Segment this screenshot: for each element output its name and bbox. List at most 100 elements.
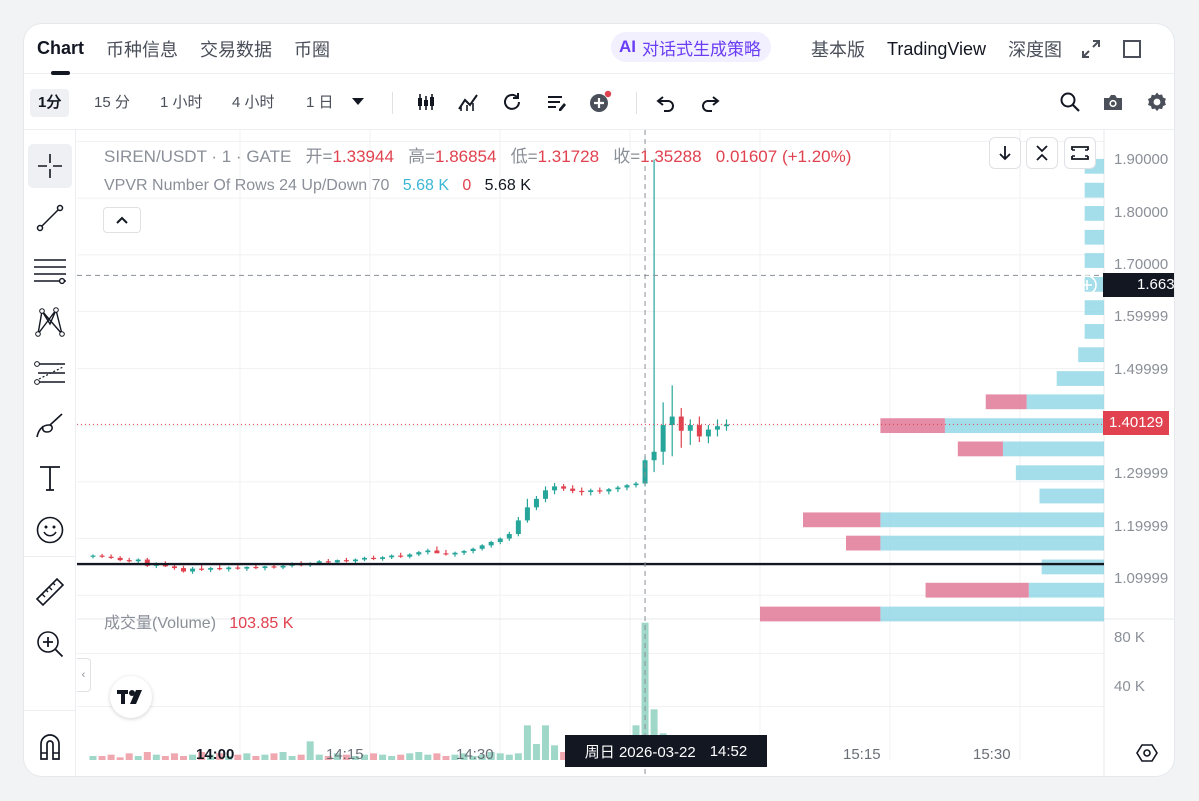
candle-body <box>452 552 458 555</box>
volume-bar <box>415 752 423 760</box>
time-tick: 15:15 <box>843 746 881 763</box>
candle-body <box>343 560 349 562</box>
ruler-tool[interactable] <box>28 570 72 614</box>
price-tick: 1.49999 <box>1114 361 1169 378</box>
volume-profile-up-bar <box>1015 465 1104 481</box>
window-icon[interactable] <box>1122 39 1142 59</box>
tab-coin-circle[interactable]: 币圈 <box>294 39 331 60</box>
pattern-tool[interactable] <box>28 300 72 344</box>
volume-bar <box>379 754 387 760</box>
brush-tool[interactable] <box>28 404 72 448</box>
add-price-alert-icon[interactable] <box>1076 274 1098 296</box>
indicators-icon[interactable] <box>454 88 482 116</box>
volume-bar <box>89 756 97 760</box>
chart-overlay <box>77 130 1104 776</box>
candle-body <box>678 416 684 431</box>
volume-bar <box>361 754 368 760</box>
candle-body <box>588 490 594 493</box>
candle-body <box>724 424 729 427</box>
candle-body <box>244 566 250 569</box>
interval-1h[interactable]: 1 小时 <box>160 94 203 111</box>
candle-body <box>434 550 440 554</box>
volume-bar <box>297 754 305 760</box>
text-tool[interactable] <box>28 456 72 500</box>
candles-icon[interactable] <box>412 88 440 116</box>
candle-body <box>552 486 558 491</box>
search-icon[interactable] <box>1056 88 1084 116</box>
zoom-in-icon[interactable] <box>28 622 72 666</box>
lock-drawing-icon[interactable] <box>28 762 72 776</box>
candle-body <box>407 554 413 557</box>
interval-1m[interactable]: 1分 <box>30 89 70 117</box>
volume-tick: 80 K <box>1114 629 1145 646</box>
tab-chart[interactable]: Chart <box>37 38 85 75</box>
candle-body <box>687 425 693 431</box>
crosshair-tool[interactable] <box>28 144 72 188</box>
volume-bar <box>107 754 115 760</box>
crosshair-date: 2026-03-22 <box>618 743 696 761</box>
interval-15m[interactable]: 15 分 <box>94 94 130 111</box>
candle-body <box>579 490 585 493</box>
open-label: 开= <box>305 147 333 166</box>
volume-value: 103.85 K <box>229 615 294 632</box>
crosshair-price-tag[interactable]: 1.66390 <box>1103 273 1174 297</box>
symbol-name[interactable]: SIREN/USDT · 1 · GATE <box>104 147 292 166</box>
chart-settings-icon[interactable] <box>1136 742 1158 764</box>
tradingview-logo[interactable] <box>110 676 152 718</box>
candle-body <box>488 541 494 546</box>
trend-line-tool[interactable] <box>28 196 72 240</box>
volume-profile-up-bar <box>944 418 1104 434</box>
candle-body <box>362 557 367 560</box>
collapse-toolbar-handle[interactable]: ‹ <box>77 658 91 692</box>
magnet-icon[interactable] <box>28 724 72 768</box>
symbol-legend: SIREN/USDT · 1 · GATE 开=1.33944 高=1.8685… <box>104 142 851 167</box>
volume-bar <box>560 752 568 760</box>
replay-icon[interactable] <box>498 88 526 116</box>
volume-bar <box>252 756 260 760</box>
candle-body <box>633 483 639 486</box>
price-tick: 1.70000 <box>1114 256 1169 273</box>
volume-tick: 40 K <box>1114 678 1145 695</box>
fullscreen-icon[interactable] <box>1080 38 1102 60</box>
template-icon[interactable] <box>542 88 570 116</box>
tab-depth-chart[interactable]: 深度图 <box>1008 40 1063 60</box>
settings-icon[interactable] <box>1143 88 1171 116</box>
volume-profile-down-bar <box>957 441 1003 457</box>
candle-body <box>325 561 331 563</box>
tab-trade-data[interactable]: 交易数据 <box>200 39 273 60</box>
volume-profile-up-bar <box>1084 182 1104 198</box>
redo-icon[interactable] <box>696 88 724 116</box>
volume-bar <box>207 754 215 760</box>
price-tick: 1.90000 <box>1114 151 1169 168</box>
interval-dropdown-icon[interactable] <box>344 88 372 116</box>
interval-4h[interactable]: 4 小时 <box>232 94 275 111</box>
undo-icon[interactable] <box>652 88 680 116</box>
scroll-to-latest-button[interactable] <box>989 137 1021 169</box>
volume-bar <box>351 756 359 760</box>
candle-body <box>479 545 485 549</box>
candle-body <box>425 550 431 553</box>
emoji-tool[interactable] <box>28 508 72 552</box>
tab-basic-view[interactable]: 基本版 <box>811 40 865 60</box>
add-alert-icon[interactable] <box>586 88 614 116</box>
interval-1d[interactable]: 1 日 <box>306 94 334 111</box>
volume-label: 成交量(Volume) <box>104 615 217 632</box>
time-tick: 14:15 <box>326 746 364 763</box>
volume-profile-up-bar <box>880 606 1104 622</box>
tab-tradingview[interactable]: TradingView <box>887 38 987 59</box>
camera-icon[interactable] <box>1099 88 1127 116</box>
horizontal-lines-tool[interactable] <box>28 248 72 292</box>
volume-legend[interactable]: 成交量(Volume) 103.85 K <box>104 609 293 633</box>
candle-body <box>135 559 141 562</box>
vpvr-legend[interactable]: VPVR Number Of Rows 24 Up/Down 70 5.68 K… <box>104 177 531 195</box>
fib-tool[interactable] <box>28 352 72 396</box>
tab-coin-info[interactable]: 币种信息 <box>106 39 179 60</box>
volume-profile-up-bar <box>1084 276 1104 292</box>
collapse-chart-button[interactable] <box>1026 137 1058 169</box>
price-chart[interactable] <box>77 130 1174 776</box>
ai-strategy-button[interactable]: AI 对话式生成策略 <box>611 32 771 62</box>
time-tick: 14:00 <box>196 746 235 763</box>
volume-bar <box>370 753 378 760</box>
maximize-chart-button[interactable] <box>1064 137 1096 169</box>
collapse-legend-button[interactable] <box>103 207 141 233</box>
